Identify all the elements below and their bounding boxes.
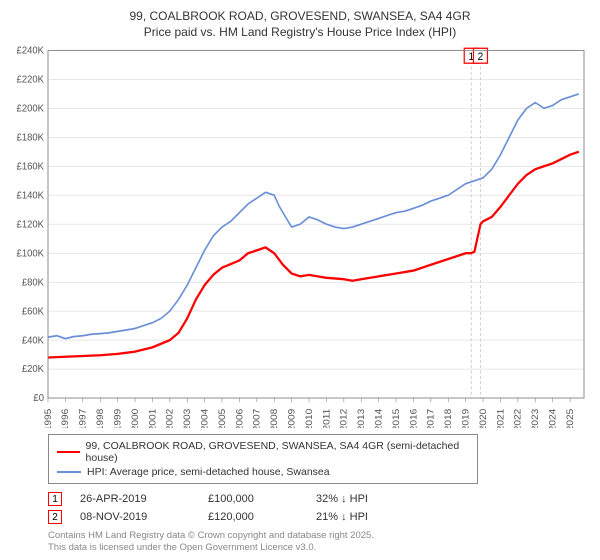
title-line-1: 99, COALBROOK ROAD, GROVESEND, SWANSEA, …: [10, 8, 590, 24]
sale-hpi-delta: 32% ↓ HPI: [316, 493, 426, 505]
svg-text:£60K: £60K: [22, 306, 45, 317]
svg-text:£120K: £120K: [17, 220, 45, 231]
line-chart-svg: £0 £20K £40K £60K £80K £100K £120K £140K £160K £1…: [10, 44, 590, 428]
svg-text:2006: 2006: [235, 409, 246, 429]
svg-text:£180K: £180K: [17, 133, 45, 144]
svg-text:2018: 2018: [443, 409, 454, 429]
sale-marker-icon: 2: [48, 510, 62, 524]
svg-text:2013: 2013: [356, 409, 367, 429]
legend-label: 99, COALBROOK ROAD, GROVESEND, SWANSEA, …: [86, 440, 469, 464]
svg-text:2023: 2023: [530, 409, 541, 429]
svg-text:2019: 2019: [461, 409, 472, 428]
svg-text:2017: 2017: [426, 409, 437, 428]
chart-container: 99, COALBROOK ROAD, GROVESEND, SWANSEA, …: [0, 0, 600, 560]
chart-area: £0 £20K £40K £60K £80K £100K £120K £140K £160K £1…: [10, 44, 590, 428]
svg-text:1998: 1998: [95, 409, 106, 429]
footer-line-1: Contains HM Land Registry data © Crown c…: [48, 530, 590, 542]
legend-row: HPI: Average price, semi-detached house,…: [57, 465, 469, 479]
legend-swatch: [57, 471, 81, 473]
sale-row: 2 08-NOV-2019 £120,000 21% ↓ HPI: [48, 508, 590, 526]
svg-text:2016: 2016: [409, 409, 420, 429]
svg-text:£20K: £20K: [22, 364, 45, 375]
svg-text:2007: 2007: [252, 409, 263, 428]
sale-hpi-delta: 21% ↓ HPI: [316, 511, 426, 523]
title-line-2: Price paid vs. HM Land Registry's House …: [10, 24, 590, 40]
svg-text:£40K: £40K: [22, 335, 45, 346]
svg-text:2011: 2011: [322, 409, 333, 428]
sale-price: £100,000: [208, 493, 298, 505]
svg-text:2024: 2024: [548, 409, 559, 429]
legend-row: 99, COALBROOK ROAD, GROVESEND, SWANSEA, …: [57, 439, 469, 465]
svg-text:2005: 2005: [217, 409, 228, 429]
svg-text:2015: 2015: [391, 409, 402, 429]
svg-text:£100K: £100K: [17, 248, 45, 259]
svg-text:2021: 2021: [496, 409, 507, 428]
svg-text:2008: 2008: [269, 409, 280, 429]
svg-text:2025: 2025: [565, 409, 576, 429]
legend-label: HPI: Average price, semi-detached house,…: [87, 466, 330, 478]
legend-box: 99, COALBROOK ROAD, GROVESEND, SWANSEA, …: [48, 434, 478, 484]
svg-text:£200K: £200K: [17, 104, 45, 115]
svg-text:£240K: £240K: [17, 46, 45, 57]
sale-date: 08-NOV-2019: [80, 511, 190, 523]
sale-marker-icon: 1: [48, 492, 62, 506]
svg-text:1995: 1995: [43, 409, 54, 429]
sale-date: 26-APR-2019: [80, 493, 190, 505]
title-block: 99, COALBROOK ROAD, GROVESEND, SWANSEA, …: [10, 8, 590, 40]
svg-text:£140K: £140K: [17, 191, 45, 202]
sales-table: 1 26-APR-2019 £100,000 32% ↓ HPI 2 08-NOV-201…: [48, 490, 590, 526]
svg-text:1999: 1999: [113, 409, 124, 428]
svg-text:2002: 2002: [165, 409, 176, 428]
svg-text:£0: £0: [33, 393, 44, 404]
svg-text:2004: 2004: [200, 409, 211, 429]
svg-text:£160K: £160K: [17, 162, 45, 173]
svg-text:2: 2: [478, 52, 484, 63]
svg-text:2009: 2009: [287, 409, 298, 428]
svg-text:£220K: £220K: [17, 75, 45, 86]
svg-text:2010: 2010: [304, 409, 315, 429]
sale-row: 1 26-APR-2019 £100,000 32% ↓ HPI: [48, 490, 590, 508]
svg-text:2003: 2003: [182, 409, 193, 429]
sale-price: £120,000: [208, 511, 298, 523]
legend-swatch: [57, 451, 80, 453]
svg-text:2022: 2022: [513, 409, 524, 428]
footer-line-2: This data is licensed under the Open Gov…: [48, 542, 590, 554]
svg-text:1996: 1996: [61, 409, 72, 429]
svg-text:£80K: £80K: [22, 277, 45, 288]
svg-text:2020: 2020: [478, 409, 489, 429]
svg-text:2001: 2001: [148, 409, 159, 428]
footer-attribution: Contains HM Land Registry data © Crown c…: [48, 530, 590, 554]
svg-text:1997: 1997: [78, 409, 89, 428]
svg-text:2014: 2014: [374, 409, 385, 429]
svg-text:2012: 2012: [339, 409, 350, 428]
svg-text:2000: 2000: [130, 409, 141, 429]
